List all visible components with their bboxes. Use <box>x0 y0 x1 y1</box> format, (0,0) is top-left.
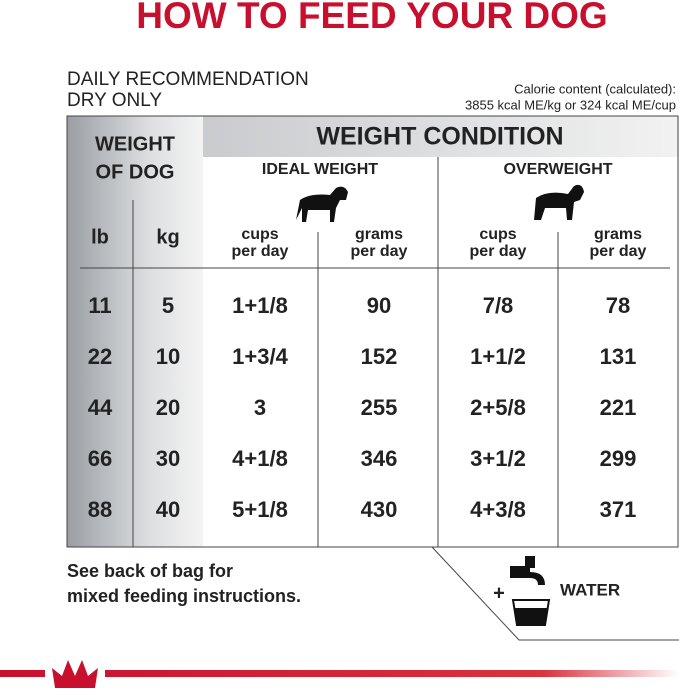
table-border <box>66 115 679 548</box>
cell: 4+3/8 <box>470 497 526 522</box>
cell: 1+3/4 <box>232 344 288 369</box>
column-header: grams <box>355 226 403 243</box>
weight-band <box>67 116 203 547</box>
cell: 1+1/8 <box>232 293 288 318</box>
cell: 299 <box>600 446 637 471</box>
cell: 88 <box>88 497 112 522</box>
subtitle: DRY ONLY <box>67 90 162 111</box>
cell: 40 <box>156 497 180 522</box>
column-header: cups <box>241 226 278 243</box>
note: See back of bag for <box>67 561 233 581</box>
plus: + <box>493 582 505 604</box>
subtitle: DAILY RECOMMENDATION <box>67 69 309 90</box>
header: WEIGHT CONDITION <box>316 123 563 151</box>
group-header: OVERWEIGHT <box>503 161 612 178</box>
header: OF DOG <box>96 161 175 183</box>
cell: 30 <box>156 446 180 471</box>
cell: 4+1/8 <box>232 446 288 471</box>
cell: 22 <box>88 344 112 369</box>
water-icon <box>510 556 551 626</box>
column-header: per day <box>351 243 408 260</box>
group-header: IDEAL WEIGHT <box>262 161 378 178</box>
cell: 20 <box>156 395 180 420</box>
red-bar <box>0 670 679 677</box>
cell: 10 <box>156 344 180 369</box>
cell: 44 <box>88 395 113 420</box>
column-header: lb <box>91 226 109 248</box>
cell: 1+1/2 <box>470 344 526 369</box>
cell: 3 <box>254 395 266 420</box>
column-header: per day <box>470 243 527 260</box>
column-header: per day <box>232 243 289 260</box>
calorie-note: Calorie content (calculated): <box>514 81 676 96</box>
table-lines <box>80 157 670 547</box>
cell: 131 <box>600 344 637 369</box>
water-box <box>431 546 679 641</box>
note: mixed feeding instructions. <box>67 586 301 606</box>
cell: 5+1/8 <box>232 497 288 522</box>
cell: 66 <box>88 446 112 471</box>
cell: 371 <box>600 497 637 522</box>
cell: 2+5/8 <box>470 395 526 420</box>
header: WEIGHT <box>95 133 175 155</box>
condition-band <box>203 116 679 157</box>
cell: 78 <box>606 293 630 318</box>
cell: 3+1/2 <box>470 446 526 471</box>
column-header: per day <box>590 243 647 260</box>
water-label: WATER <box>560 580 620 599</box>
column-header: kg <box>156 226 179 248</box>
cell: 255 <box>361 395 398 420</box>
cell: 346 <box>361 446 398 471</box>
cell: 7/8 <box>483 293 514 318</box>
calorie-note: 3855 kcal ME/kg or 324 kcal ME/cup <box>465 97 676 112</box>
cell: 152 <box>361 344 398 369</box>
cell: 221 <box>600 395 637 420</box>
dog-icon <box>296 184 584 222</box>
cell: 11 <box>88 293 111 318</box>
column-header: cups <box>479 226 516 243</box>
crown-logo <box>45 650 105 692</box>
column-header: grams <box>594 226 642 243</box>
cell: 90 <box>367 293 391 318</box>
title: HOW TO FEED YOUR DOG <box>136 0 607 36</box>
cell: 5 <box>162 293 174 318</box>
cell: 430 <box>361 497 398 522</box>
